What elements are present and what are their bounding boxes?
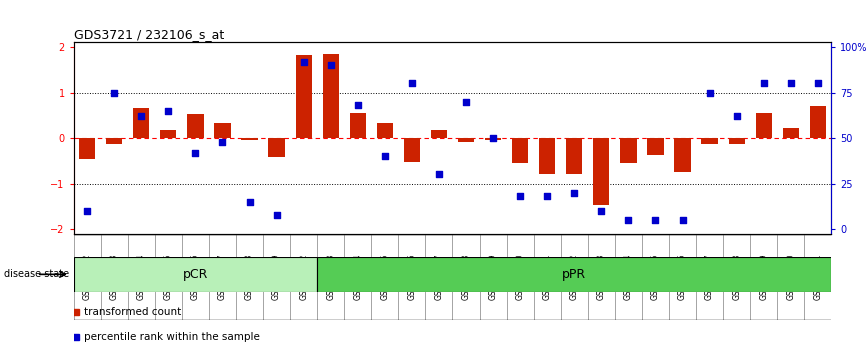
Point: [567, 190, 581, 195]
Bar: [648, 138, 663, 155]
Text: GSM559063: GSM559063: [110, 254, 119, 300]
Point: [486, 135, 500, 141]
Point: [161, 108, 175, 114]
Bar: [74, 257, 317, 292]
Text: GSM559066: GSM559066: [191, 254, 200, 300]
Text: GSM559051: GSM559051: [543, 254, 552, 300]
Bar: [728, 138, 745, 143]
Point: [649, 217, 662, 223]
Text: GSM559044: GSM559044: [353, 254, 362, 300]
Text: GSM559060: GSM559060: [786, 254, 795, 300]
Point: [189, 150, 203, 155]
Bar: [458, 138, 475, 142]
Point: [324, 62, 338, 68]
Bar: [539, 138, 555, 175]
Bar: [701, 138, 718, 143]
Text: GSM559042: GSM559042: [299, 254, 308, 300]
Text: GSM559048: GSM559048: [462, 254, 470, 300]
Bar: [106, 138, 122, 143]
Bar: [593, 138, 610, 205]
Text: GSM559043: GSM559043: [326, 254, 335, 300]
Bar: [512, 138, 528, 163]
Text: GSM559054: GSM559054: [624, 254, 633, 300]
Point: [107, 90, 121, 95]
Text: GSM559052: GSM559052: [570, 254, 578, 300]
Text: GSM559062: GSM559062: [82, 254, 92, 300]
Point: [297, 59, 311, 64]
Point: [675, 217, 689, 223]
Point: [540, 194, 554, 199]
Bar: [160, 130, 177, 138]
Text: GSM559057: GSM559057: [705, 254, 714, 300]
Point: [134, 113, 148, 119]
Text: GSM559055: GSM559055: [651, 254, 660, 300]
Point: [242, 199, 256, 205]
Point: [269, 212, 283, 217]
Point: [378, 153, 391, 159]
Text: GSM559068: GSM559068: [245, 254, 254, 300]
Bar: [242, 138, 258, 140]
Point: [730, 113, 744, 119]
Bar: [295, 55, 312, 138]
Point: [757, 81, 771, 86]
Bar: [755, 113, 772, 138]
Bar: [783, 128, 799, 138]
Point: [351, 102, 365, 108]
Point: [622, 217, 636, 223]
Bar: [268, 138, 285, 157]
Text: pPR: pPR: [562, 268, 586, 281]
Bar: [215, 124, 230, 138]
Point: [81, 208, 94, 214]
Point: [784, 81, 798, 86]
Text: percentile rank within the sample: percentile rank within the sample: [85, 332, 261, 342]
Bar: [350, 113, 365, 138]
Point: [432, 172, 446, 177]
Point: [702, 90, 716, 95]
Point: [514, 194, 527, 199]
Bar: [675, 138, 691, 172]
Bar: [317, 257, 831, 292]
Bar: [187, 114, 204, 138]
Point: [216, 139, 229, 144]
Text: GSM559045: GSM559045: [380, 254, 390, 300]
Text: GSM559064: GSM559064: [137, 254, 145, 300]
Text: GSM559065: GSM559065: [164, 254, 173, 300]
Bar: [377, 124, 393, 138]
Bar: [404, 138, 420, 162]
Text: GSM559061: GSM559061: [813, 254, 823, 300]
Bar: [430, 130, 447, 138]
Point: [811, 81, 824, 86]
Bar: [322, 54, 339, 138]
Text: GSM559067: GSM559067: [218, 254, 227, 300]
Text: GDS3721 / 232106_s_at: GDS3721 / 232106_s_at: [74, 28, 223, 41]
Point: [594, 208, 608, 214]
Text: GSM559069: GSM559069: [272, 254, 281, 300]
Text: GSM559049: GSM559049: [488, 254, 498, 300]
Point: [459, 99, 473, 104]
Text: GSM559050: GSM559050: [515, 254, 525, 300]
Bar: [79, 138, 95, 159]
Bar: [133, 108, 149, 138]
Point: [405, 81, 419, 86]
Text: GSM559046: GSM559046: [407, 254, 417, 300]
Bar: [485, 138, 501, 140]
Text: transformed count: transformed count: [85, 307, 182, 317]
Text: pCR: pCR: [183, 268, 208, 281]
Bar: [620, 138, 637, 163]
Bar: [566, 138, 582, 175]
Text: GSM559058: GSM559058: [732, 254, 741, 300]
Text: GSM559059: GSM559059: [759, 254, 768, 300]
Text: GSM559053: GSM559053: [597, 254, 606, 300]
Text: GSM559047: GSM559047: [435, 254, 443, 300]
Text: GSM559056: GSM559056: [678, 254, 687, 300]
Bar: [810, 106, 826, 138]
Text: disease state: disease state: [4, 269, 69, 279]
